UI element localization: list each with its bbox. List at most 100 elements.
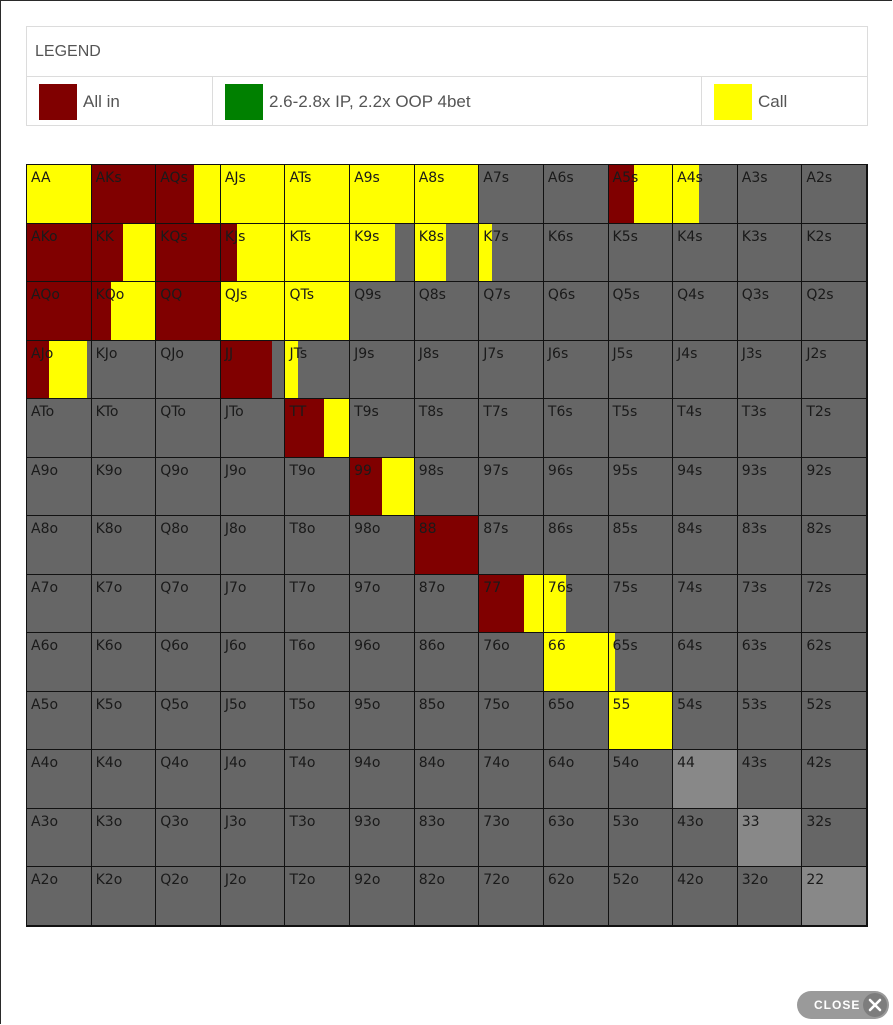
hand-label: 63s <box>741 638 767 655</box>
hand-label: 93o <box>354 813 381 830</box>
hand-label: T7o <box>289 579 316 596</box>
hand-cell-94o: 94o <box>350 750 415 809</box>
hand-label: A6s <box>547 170 574 186</box>
hand-label: ATo <box>31 404 55 421</box>
hand-cell-75s: 75s <box>608 574 674 634</box>
hand-label: 22 <box>806 872 825 889</box>
hand-cell-kqs: KQs <box>156 223 221 283</box>
hand-cell-97s: 97s <box>479 457 544 517</box>
legend-panel: LEGEND All in 2.6-2.8x IP, 2.2x OOP 4bet… <box>26 26 868 126</box>
hand-label: K7s <box>483 228 509 245</box>
hand-label: T5s <box>612 404 638 421</box>
close-button[interactable]: CLOSE <box>797 991 889 1019</box>
hand-cell-t4o: T4o <box>285 750 351 809</box>
hand-cell-53s: 53s <box>737 691 803 751</box>
hand-label: 73s <box>741 579 767 596</box>
freq-bar-call <box>414 165 479 223</box>
hand-label: 94s <box>677 462 703 479</box>
hand-label: A7o <box>31 579 59 596</box>
hand-cell-t3o: T3o <box>285 808 351 868</box>
hand-label: 86s <box>547 521 574 538</box>
legend-item-call: Call <box>701 77 867 126</box>
freq-bar-call <box>285 340 299 399</box>
hand-label: 92s <box>806 462 832 479</box>
hand-label: K7o <box>95 579 123 596</box>
hand-label: A2o <box>31 872 59 889</box>
hand-cell-ato: ATo <box>27 399 92 458</box>
hand-cell-92s: 92s <box>802 457 867 517</box>
hand-cell-66: 66 <box>543 633 609 692</box>
hand-cell-64o: 64o <box>543 750 609 809</box>
hand-label: K3o <box>95 813 123 830</box>
hand-label: K6s <box>547 228 574 245</box>
freq-bar-allin <box>27 282 91 340</box>
hand-cell-aqo: AQo <box>27 282 92 341</box>
hand-cell-t3s: T3s <box>737 399 803 458</box>
hand-label: 44 <box>677 755 695 772</box>
legend-swatch-4bet <box>225 84 263 120</box>
hand-label: 87s <box>483 521 509 538</box>
freq-bar-call <box>543 574 567 633</box>
hand-label: Q5o <box>160 696 189 713</box>
hand-cell-t5s: T5s <box>608 399 674 458</box>
hand-cell-93s: 93s <box>737 457 803 517</box>
hand-label: AJs <box>224 170 246 186</box>
hand-label: Q8o <box>160 521 189 538</box>
hand-cell-32o: 32o <box>737 867 803 926</box>
freq-bar-call <box>414 223 447 282</box>
hand-cell-62o: 62o <box>543 867 609 926</box>
freq-bar-call <box>285 282 350 340</box>
hand-cell-76o: 76o <box>479 633 544 692</box>
hand-cell-55: 55 <box>608 691 674 751</box>
hand-label: KQs <box>160 228 188 245</box>
hand-label: KJo <box>95 345 118 362</box>
hand-label: A5s <box>612 170 639 186</box>
hand-cell-j2o: J2o <box>220 867 286 926</box>
hand-cell-j8o: J8o <box>220 516 286 575</box>
hand-cell-q3o: Q3o <box>156 808 221 868</box>
hand-cell-kts: KTs <box>285 223 351 283</box>
freq-bar-allin <box>156 223 220 282</box>
freq-bar-call <box>220 165 285 223</box>
hand-cell-94s: 94s <box>673 457 738 517</box>
hand-cell-95s: 95s <box>608 457 674 517</box>
hand-label: T3o <box>289 813 316 830</box>
freq-bar-allin <box>414 516 479 574</box>
hand-cell-87o: 87o <box>414 574 480 634</box>
hand-cell-85o: 85o <box>414 691 480 751</box>
hand-cell-a7s: A7s <box>479 165 544 224</box>
freq-bar-call <box>381 457 414 516</box>
close-icon[interactable] <box>863 993 887 1017</box>
hand-label: A9s <box>354 170 380 186</box>
hand-cell-t6s: T6s <box>543 399 609 458</box>
hand-cell-j9o: J9o <box>220 457 286 517</box>
hand-cell-a3s: A3s <box>737 165 803 224</box>
hand-cell-62s: 62s <box>802 633 867 692</box>
freq-bar-allin <box>156 165 195 223</box>
hand-cell-85s: 85s <box>608 516 674 575</box>
hand-label: AKo <box>31 228 58 245</box>
hand-cell-k7s: K7s <box>479 223 544 283</box>
hand-label: 62o <box>547 872 575 889</box>
hand-label: 96s <box>547 462 574 479</box>
hand-cell-t7o: T7o <box>285 574 351 634</box>
freq-bar-allin <box>91 223 124 282</box>
hand-cell-j4s: J4s <box>673 340 738 400</box>
hand-cell-93o: 93o <box>350 808 415 868</box>
hand-cell-a8s: A8s <box>414 165 480 224</box>
hand-cell-q2s: Q2s <box>802 282 867 341</box>
hand-label: QJo <box>160 345 184 362</box>
hand-label: 72s <box>806 579 832 596</box>
hand-label: 75o <box>483 696 510 713</box>
hand-cell-22: 22 <box>802 867 867 926</box>
hand-label: Q4s <box>677 287 705 304</box>
hand-cell-a9s: A9s <box>350 165 415 224</box>
freq-bar-allin <box>285 399 324 457</box>
freq-bar-call <box>479 223 493 282</box>
hand-cell-64s: 64s <box>673 633 738 692</box>
hand-label: A6o <box>31 638 59 655</box>
hand-cell-j7s: J7s <box>479 340 544 400</box>
hand-label: TT <box>289 404 307 421</box>
hand-label: 74o <box>483 755 510 772</box>
legend-swatch-call <box>714 84 752 120</box>
